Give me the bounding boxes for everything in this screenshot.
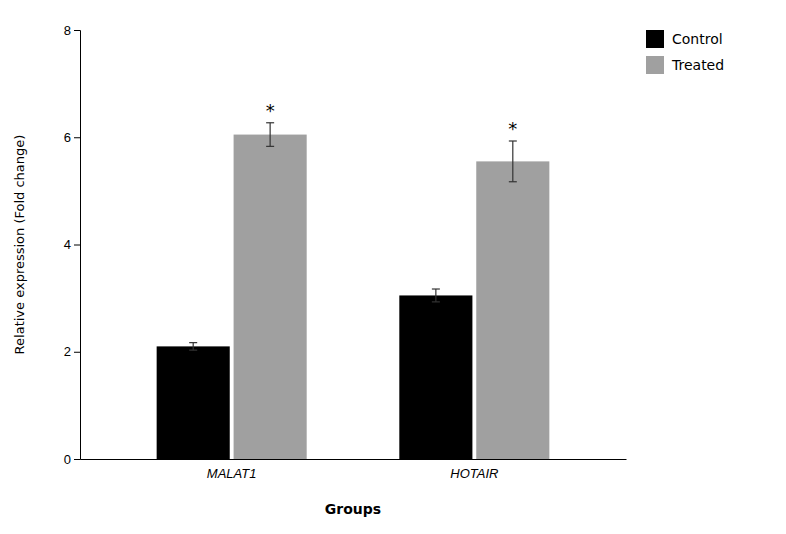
- x-axis-title: Groups: [325, 501, 381, 517]
- legend-swatch: [646, 56, 664, 74]
- x-tick-label: MALAT1: [207, 466, 257, 481]
- significance-marker: *: [508, 118, 517, 139]
- bar: [399, 295, 472, 459]
- error-bar-cap: [266, 146, 274, 147]
- error-bar: [509, 141, 517, 182]
- error-bar-stem: [193, 343, 194, 351]
- legend-swatch: [646, 30, 664, 48]
- significance-marker: *: [266, 100, 275, 121]
- bar: [234, 135, 307, 459]
- x-tick: MALAT1: [207, 459, 257, 481]
- chart: 02468MALAT1HOTAIR**Relative expression (…: [0, 0, 786, 534]
- error-bar-cap: [189, 342, 197, 343]
- y-tick-label: 8: [64, 23, 71, 38]
- bar: [157, 346, 230, 459]
- y-tick-label: 2: [64, 344, 71, 359]
- y-tick-label: 6: [64, 130, 71, 145]
- error-bar-cap: [432, 301, 440, 302]
- y-tick: 6: [64, 130, 80, 145]
- y-tick-mark: [74, 30, 80, 31]
- legend-item: Control: [646, 30, 723, 48]
- legend-label: Control: [672, 31, 723, 47]
- bar: [476, 161, 549, 459]
- annotations: **: [266, 100, 518, 139]
- error-bar-stem: [435, 289, 436, 302]
- series: [157, 289, 473, 459]
- x-tick: HOTAIR: [450, 459, 498, 481]
- y-axis-title: Relative expression (Fold change): [12, 135, 27, 355]
- series: [234, 123, 550, 459]
- x-axis-line: [81, 459, 627, 460]
- y-tick: 0: [64, 452, 80, 467]
- y-tick-mark: [74, 352, 80, 353]
- y-tick-mark: [74, 459, 80, 460]
- error-bar: [266, 123, 274, 147]
- error-bar-stem: [270, 123, 271, 147]
- legend-label: Treated: [671, 57, 724, 73]
- error-bar-cap: [266, 122, 274, 123]
- y-tick-mark: [74, 245, 80, 246]
- plot: 02468MALAT1HOTAIR**: [64, 23, 627, 482]
- error-bar-cap: [509, 181, 517, 182]
- legend: Control Treated: [646, 30, 724, 74]
- x-tick-label: HOTAIR: [450, 466, 498, 481]
- error-bar-cap: [432, 288, 440, 289]
- y-axis: 0 2 4 6 8: [64, 23, 81, 467]
- marks: [157, 123, 550, 459]
- error-bar-cap: [509, 140, 517, 141]
- legend-item: Treated: [646, 56, 724, 74]
- y-tick-label: 4: [64, 237, 71, 252]
- error-bar: [189, 343, 197, 351]
- y-axis-line: [74, 31, 81, 460]
- y-tick: 8: [64, 23, 80, 38]
- error-bar-cap: [189, 350, 197, 351]
- y-tick-label: 0: [64, 452, 71, 467]
- y-tick-mark: [74, 137, 80, 138]
- y-tick: 2: [64, 344, 80, 359]
- x-axis: MALAT1 HOTAIR: [81, 459, 627, 481]
- error-bar-stem: [512, 141, 513, 182]
- y-tick: 4: [64, 237, 80, 252]
- error-bar: [432, 289, 440, 302]
